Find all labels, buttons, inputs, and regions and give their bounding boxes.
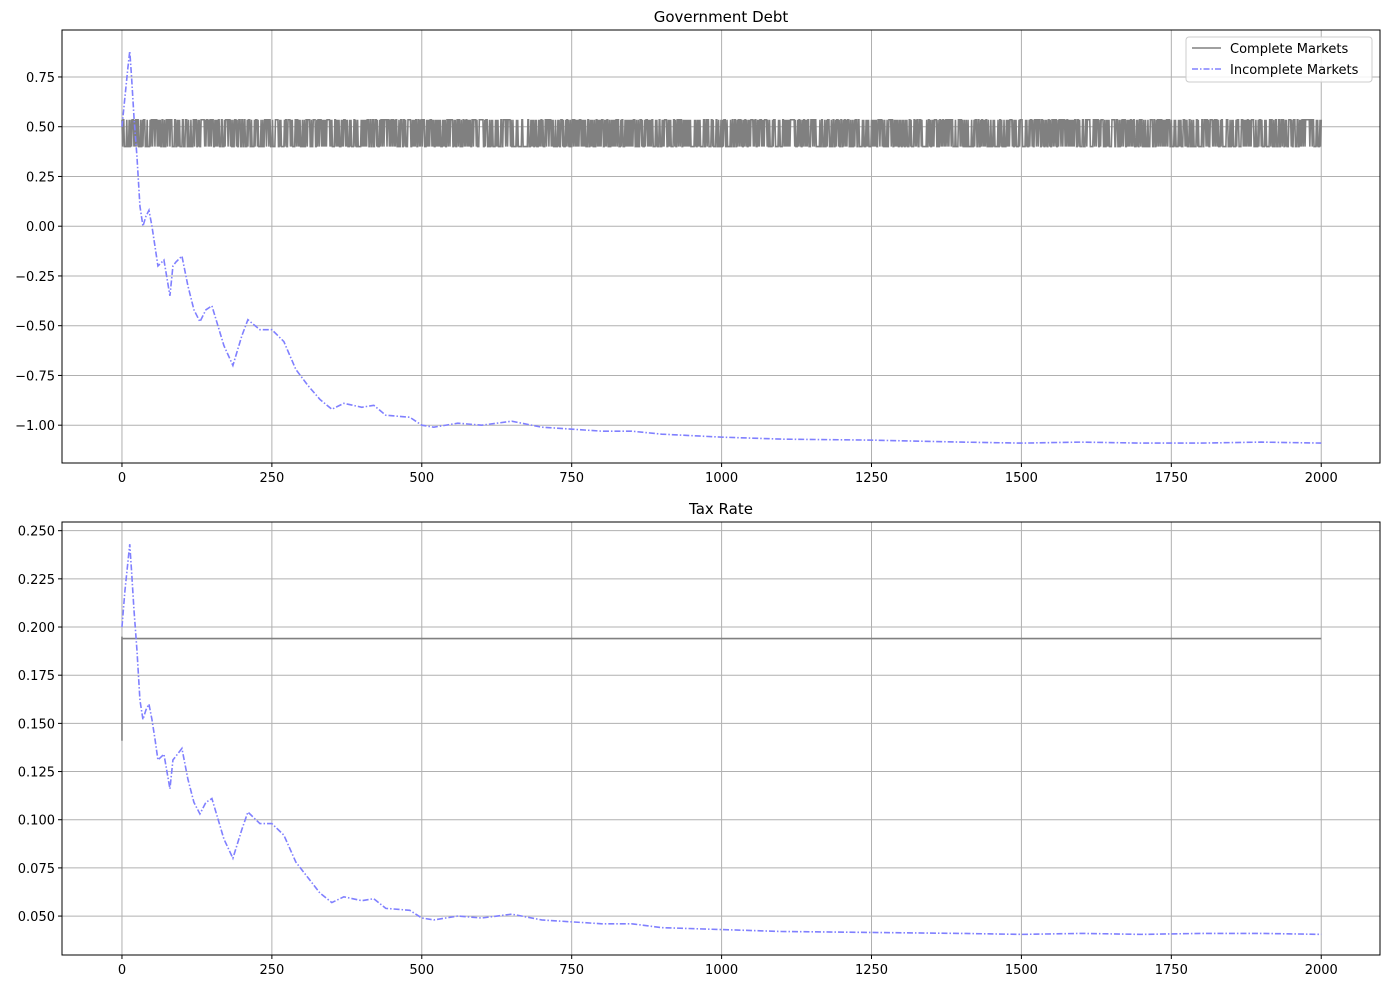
- x-tick-label: 1250: [855, 471, 888, 486]
- x-tick-label: 1750: [1155, 471, 1188, 486]
- x-tick-label: 1000: [705, 963, 738, 978]
- axes-frame: [61, 521, 1381, 956]
- legend-label-incomplete: Incomplete Markets: [1230, 63, 1359, 78]
- axes-tax: 0 250 500 750 1000 1250 1500 1750 2000 0.050 0.075…: [18, 521, 1381, 978]
- y-tick-label: 0.00: [26, 220, 55, 235]
- y-tick-label: −0.75: [15, 369, 55, 384]
- y-tick-label: −1.00: [15, 419, 55, 434]
- axes-debt: 0 250 500 750 1000 1250 1500 1750 2000 −1.00 −0.75…: [15, 29, 1381, 486]
- series-incomplete-markets: [121, 544, 1322, 936]
- x-tick-label: 500: [409, 963, 434, 978]
- x-tick-label: 2000: [1305, 963, 1338, 978]
- x-tick-label: 1500: [1005, 963, 1038, 978]
- y-tick-label: 0.75: [26, 71, 55, 86]
- y-tick-label: 0.175: [18, 669, 55, 684]
- x-tick-label: 0: [118, 963, 126, 978]
- y-tick-label: 0.25: [26, 170, 55, 185]
- x-tick-label: 1000: [705, 471, 738, 486]
- x-tick-label: 500: [409, 471, 434, 486]
- x-tick-label: 0: [118, 471, 126, 486]
- y-tick-label: 0.100: [18, 814, 55, 829]
- series-incomplete-markets: [121, 51, 1322, 444]
- x-tick-label: 1500: [1005, 471, 1038, 486]
- y-tick-label: 0.250: [18, 525, 55, 540]
- y-tick-label: 0.125: [18, 766, 55, 781]
- plot-area: [121, 544, 1322, 936]
- series-complete-markets: [121, 636, 1322, 741]
- axes-frame: [61, 29, 1381, 464]
- y-tick-label: 0.050: [18, 910, 55, 925]
- x-tick-label: 1250: [855, 963, 888, 978]
- y-tick-label: 0.225: [18, 573, 55, 588]
- legend-label-complete: Complete Markets: [1230, 42, 1348, 57]
- legend: Complete Markets Incomplete Markets: [1185, 36, 1373, 83]
- chart-title-debt: Government Debt: [654, 8, 789, 26]
- x-tick-label: 1750: [1155, 963, 1188, 978]
- series-complete-markets: [121, 118, 1323, 148]
- y-tick-label: 0.150: [18, 717, 55, 732]
- x-tick-label: 750: [559, 471, 584, 486]
- y-tick-label: −0.25: [15, 270, 55, 285]
- x-tick-label: 250: [259, 963, 284, 978]
- plot-area: [121, 51, 1323, 444]
- y-tick-label: 0.075: [18, 862, 55, 877]
- y-tick-label: 0.200: [18, 621, 55, 636]
- y-tick-label: −0.50: [15, 320, 55, 335]
- x-tick-label: 2000: [1305, 471, 1338, 486]
- chart-title-tax: Tax Rate: [688, 500, 753, 518]
- x-tick-label: 750: [559, 963, 584, 978]
- x-tick-label: 250: [259, 471, 284, 486]
- y-tick-label: 0.50: [26, 121, 55, 136]
